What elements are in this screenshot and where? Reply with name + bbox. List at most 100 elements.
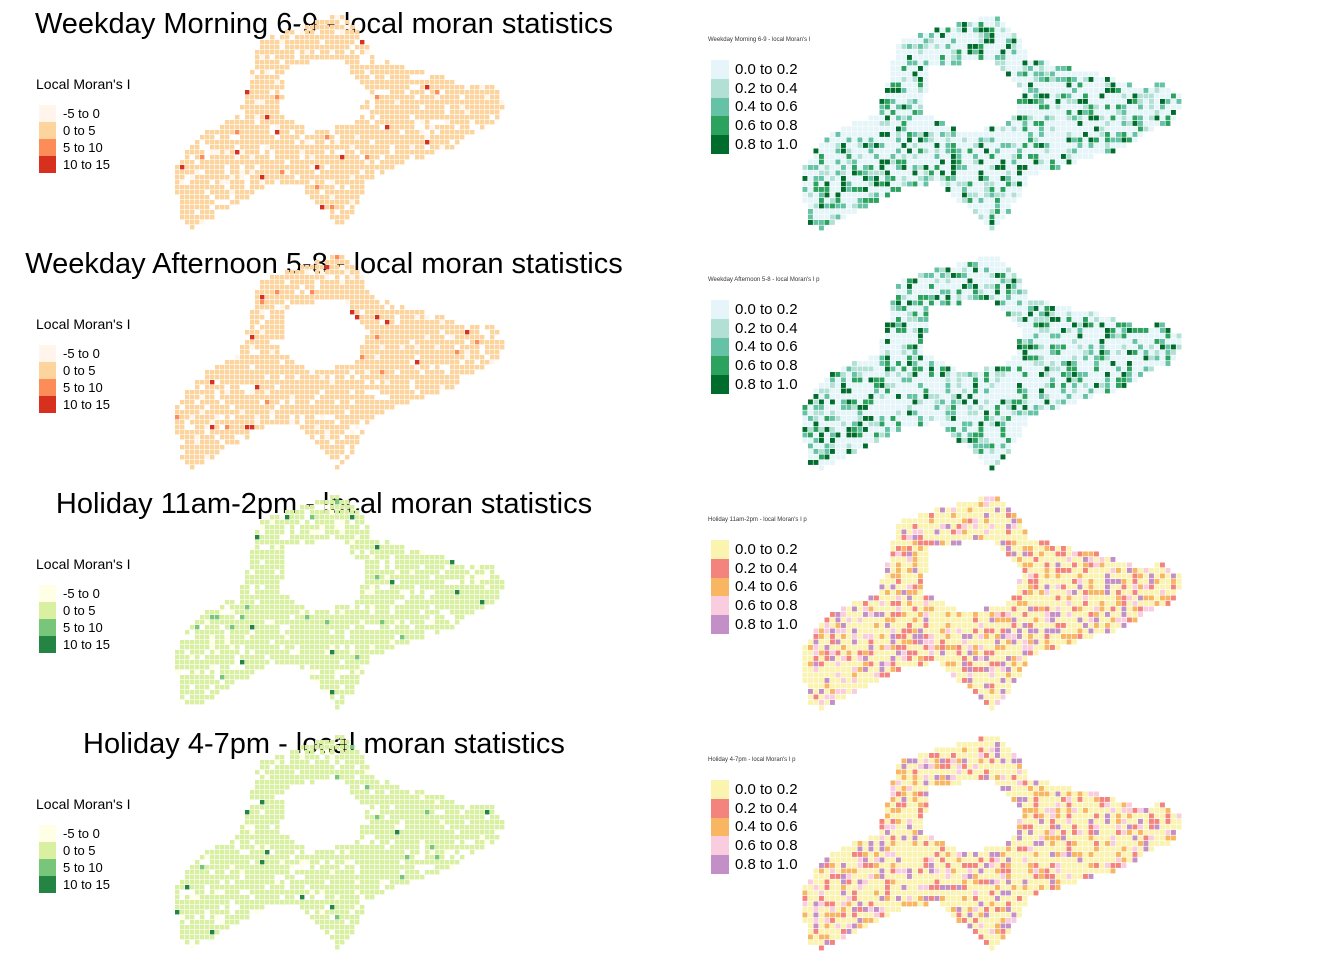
hex-cell — [260, 395, 265, 400]
hex-cell — [1055, 377, 1061, 383]
hex-cell — [340, 400, 345, 405]
hex-cell — [1022, 82, 1028, 88]
hex-cell — [1006, 154, 1011, 159]
hex-cell — [260, 160, 265, 165]
hex-cell — [819, 438, 824, 443]
hex-cell — [1099, 383, 1105, 388]
hex-cell — [857, 410, 863, 416]
hex-cell — [225, 370, 230, 375]
hex-cell — [1033, 159, 1039, 165]
hex-cell — [830, 198, 835, 203]
hex-cell — [425, 120, 430, 125]
hex-cell — [852, 383, 857, 388]
hex-cell — [1105, 344, 1110, 350]
hex-cell — [907, 295, 912, 300]
hex-cell — [868, 165, 874, 170]
hex-cell — [450, 125, 455, 130]
legend-label: 10 to 15 — [63, 637, 110, 652]
hex-cell — [220, 375, 225, 380]
hex-cell — [370, 540, 375, 545]
hex-cell — [445, 85, 450, 90]
hex-cell — [1165, 104, 1171, 110]
hex-cell — [901, 165, 907, 170]
hex-cell — [255, 65, 260, 70]
hex-cell — [846, 421, 852, 427]
legend-label: 0 to 5 — [63, 363, 96, 378]
hex-cell — [480, 365, 485, 370]
hex-cell — [918, 38, 923, 44]
hex-cell — [180, 215, 185, 220]
hex-cell — [260, 95, 265, 100]
hex-cell — [405, 140, 410, 145]
hex-cell — [455, 335, 460, 340]
hex-cell — [940, 410, 945, 416]
hex-cell — [1088, 350, 1094, 355]
hex-cell — [400, 395, 405, 400]
hex-cell — [901, 159, 907, 165]
hex-cell — [1022, 405, 1028, 410]
hex-cell — [978, 16, 984, 22]
hex-cell — [956, 192, 962, 198]
hex-cell — [1088, 383, 1094, 388]
hex-cell — [1088, 88, 1094, 93]
hex-cell — [335, 280, 340, 285]
hex-cell — [300, 380, 305, 385]
hex-cell — [270, 335, 275, 340]
hex-cell — [1044, 300, 1050, 306]
legend-title: Local Moran's I — [36, 76, 131, 92]
hex-cell — [365, 325, 370, 330]
hex-cell — [375, 130, 380, 135]
hex-cell — [830, 220, 835, 225]
hex-cell — [1006, 71, 1011, 77]
hex-cell — [405, 150, 410, 155]
hex-cell — [485, 85, 490, 90]
hex-cell — [210, 375, 215, 380]
hex-cell — [1017, 99, 1022, 104]
hex-cell — [951, 165, 956, 170]
hex-cell — [912, 143, 918, 148]
hex-cell — [929, 273, 934, 278]
hex-cell — [956, 405, 962, 410]
hex-cell — [380, 115, 385, 120]
hex-cell — [305, 60, 310, 65]
legend-label: 5 to 10 — [63, 380, 103, 395]
hex-cell — [824, 383, 830, 388]
hex-cell — [270, 385, 275, 390]
hex-cell — [400, 355, 405, 360]
hex-cell — [400, 305, 405, 310]
hex-cell — [355, 160, 360, 165]
hex-cell — [940, 148, 945, 154]
hex-cell — [380, 65, 385, 70]
hex-cell — [260, 90, 265, 95]
hex-cell — [918, 317, 923, 322]
hex-cell — [984, 137, 989, 143]
hex-cell — [195, 405, 200, 410]
hex-cell — [1094, 137, 1099, 143]
hex-cell — [495, 350, 500, 355]
hex-cell — [410, 335, 415, 340]
hex-cell — [885, 126, 890, 132]
hex-cell — [1066, 377, 1072, 383]
hex-cell — [1011, 427, 1017, 432]
hex-cell — [940, 278, 945, 284]
hex-cell — [310, 175, 315, 180]
hex-cell — [375, 365, 380, 370]
hex-cell — [395, 110, 400, 115]
hex-cell — [250, 425, 255, 430]
hex-cell — [390, 335, 395, 340]
hex-cell — [885, 322, 890, 328]
hex-cell — [385, 390, 390, 395]
hex-cell — [1022, 77, 1028, 82]
hex-cell — [912, 333, 918, 339]
hex-cell — [295, 365, 300, 370]
hex-cell — [1050, 361, 1055, 366]
hex-cell — [863, 181, 868, 187]
hex-cell — [945, 44, 951, 49]
hex-cell — [890, 159, 896, 165]
hex-cell — [335, 405, 340, 410]
hex-cell — [912, 300, 918, 306]
hex-cell — [896, 121, 901, 126]
hex-cell — [275, 560, 280, 565]
hex-cell — [830, 449, 835, 454]
hex-cell — [1000, 427, 1006, 432]
